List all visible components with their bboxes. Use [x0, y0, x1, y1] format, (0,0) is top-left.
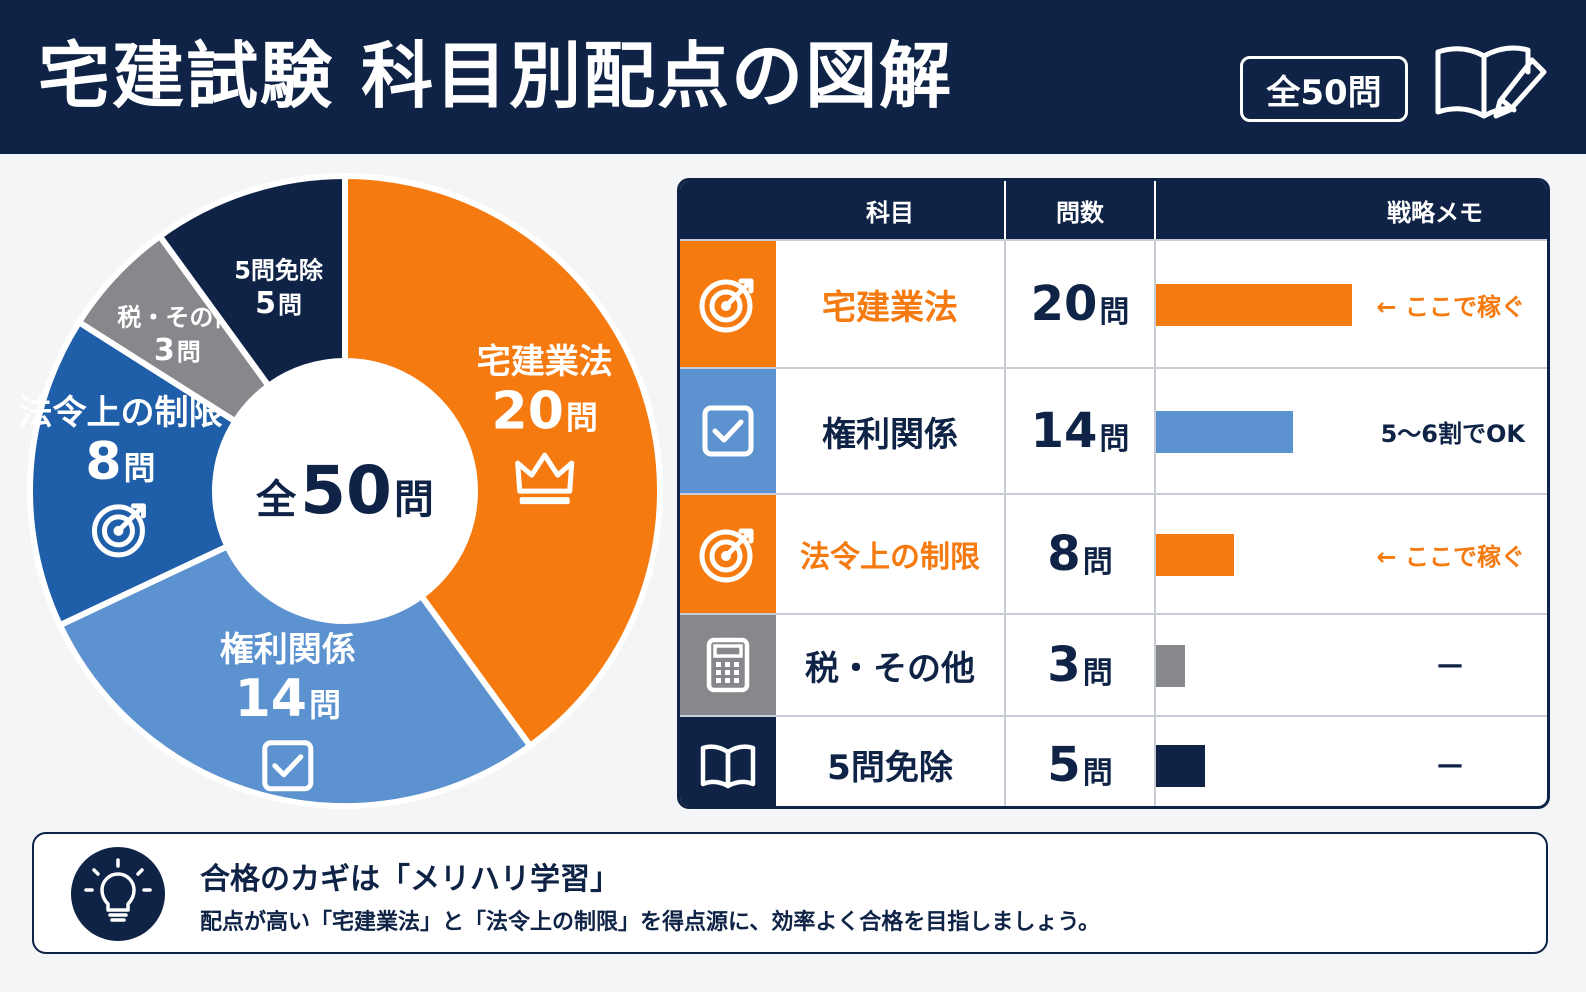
pie-slice-label: 権利関係: [220, 630, 356, 670]
column-separator: [1154, 369, 1156, 493]
lightbulb-icon: [71, 847, 165, 941]
checkbox-icon: [702, 405, 754, 457]
table-row: 5問免除 5 問 —: [680, 715, 1547, 806]
pie-slice-label: 法令上の制限: [20, 393, 222, 433]
pie-slice: [55, 542, 535, 809]
pie-slice-value: 5問: [255, 286, 302, 321]
column-separator: [1004, 241, 1006, 367]
crown-icon: [515, 452, 575, 505]
page-title: 宅建試験 科目別配点の図解: [38, 34, 954, 118]
calculator-icon: [706, 637, 750, 693]
target-icon: [699, 278, 754, 333]
subject-table: 科目 問数 戦略メモ 宅建業法 20 問 ← ここで稼ぐ 権利関係 14 問 5～6割でOK 法…: [677, 178, 1550, 809]
row-memo: —: [1437, 650, 1463, 680]
row-icon-cell: [680, 495, 776, 613]
key-point-box: 合格のカギは「メリハリ学習」 配点が高い「宅建業法」と「法令上の制限」を得点源に…: [32, 832, 1548, 954]
target-icon: [699, 528, 754, 583]
column-separator: [1004, 717, 1006, 806]
row-icon-cell: [680, 241, 776, 367]
header-banner: 宅建試験 科目別配点の図解 全50問: [0, 0, 1586, 154]
row-subject: 権利関係: [822, 414, 958, 455]
pie-slice: [342, 172, 663, 751]
pie-slice-value: 8問: [85, 432, 155, 492]
header-count: 問数: [1056, 198, 1104, 227]
pie-slice-label: 宅建業法: [477, 342, 613, 382]
row-subject: 法令上の制限: [800, 540, 980, 575]
table-row: 法令上の制限 8 問 ← ここで稼ぐ: [680, 493, 1547, 613]
row-memo: ← ここで稼ぐ: [1376, 542, 1525, 571]
column-separator: [1154, 241, 1156, 367]
row-count: 20 問: [1030, 276, 1130, 332]
row-count: 14 問: [1030, 403, 1130, 459]
header-memo: 戦略メモ: [1387, 198, 1483, 227]
row-bar: [1156, 411, 1293, 453]
pie-center: [217, 363, 473, 619]
total-questions-badge: 全50問: [1240, 56, 1408, 122]
row-subject: 宅建業法: [822, 287, 958, 328]
pie-slice: [27, 318, 240, 630]
row-subject: 税・その他: [805, 648, 975, 689]
row-memo: ← ここで稼ぐ: [1376, 292, 1525, 321]
header-separator: [1154, 181, 1156, 239]
row-icon-cell: [680, 615, 776, 715]
table-row: 税・その他 3 問 —: [680, 613, 1547, 715]
row-bar: [1156, 534, 1234, 576]
row-subject: 5問免除: [827, 748, 953, 788]
table-row: 宅建業法 20 問 ← ここで稼ぐ: [680, 239, 1547, 367]
row-icon-cell: [680, 717, 776, 806]
pie-slice-label: 5問免除: [234, 256, 324, 284]
header-separator: [1004, 181, 1006, 239]
book-icon: [700, 743, 756, 788]
row-memo: 5～6割でOK: [1380, 419, 1525, 448]
target-icon: [91, 503, 146, 558]
table-header: 科目 問数 戦略メモ: [680, 181, 1547, 239]
checkbox-icon: [262, 740, 314, 792]
pie-center-label: 全50問: [255, 452, 434, 529]
open-book-pencil-icon: [1435, 45, 1547, 119]
column-separator: [1004, 369, 1006, 493]
column-separator: [1004, 495, 1006, 613]
key-point-title: 合格のカギは「メリハリ学習」: [200, 862, 620, 897]
column-separator: [1004, 615, 1006, 715]
pie-slice-value: 20問: [492, 381, 598, 441]
column-separator: [1154, 495, 1156, 613]
column-separator: [1154, 615, 1156, 715]
row-bar: [1156, 745, 1205, 787]
row-icon-cell: [680, 369, 776, 493]
row-memo: —: [1437, 749, 1463, 780]
pie-slice-value: 14問: [235, 669, 341, 729]
column-separator: [1154, 717, 1156, 806]
header-subject: 科目: [866, 198, 914, 227]
row-bar: [1156, 645, 1185, 687]
row-bar: [1156, 284, 1352, 326]
key-point-text: 配点が高い「宅建業法」と「法令上の制限」を得点源に、効率よく合格を目指しましょう…: [200, 910, 1101, 935]
table-row: 権利関係 14 問 5～6割でOK: [680, 367, 1547, 493]
pie-slice-value: 3問: [154, 333, 201, 368]
pie-slice: [155, 172, 348, 391]
